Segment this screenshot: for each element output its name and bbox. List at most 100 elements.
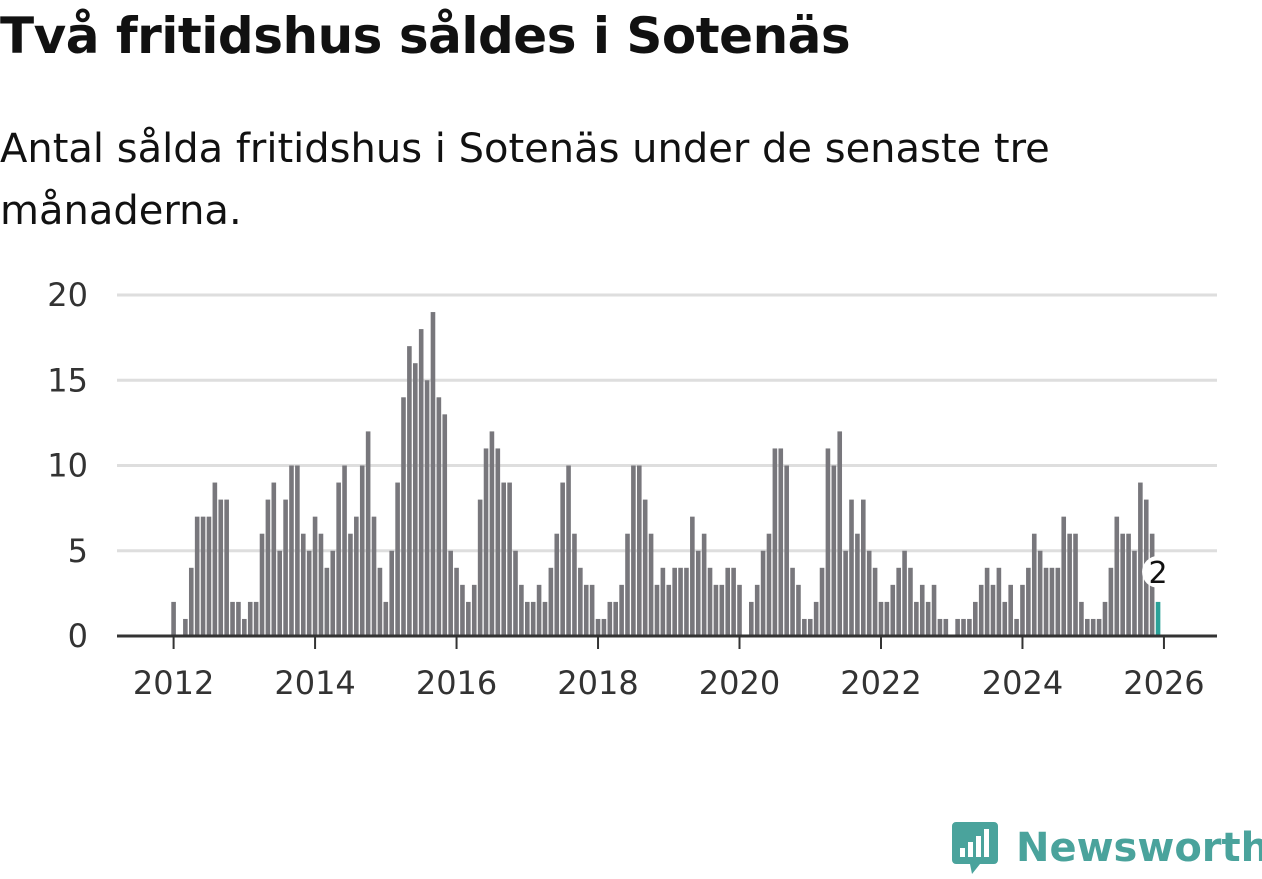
bar: [660, 567, 666, 636]
bar: [336, 482, 341, 636]
y-tick-label: 20: [47, 276, 88, 314]
bar: [872, 567, 878, 636]
bar: [389, 550, 395, 636]
x-tick-label: 2020: [699, 664, 780, 702]
bar: [955, 618, 960, 636]
bar: [401, 397, 406, 636]
bar: [978, 584, 984, 636]
gridlines: [117, 293, 1217, 553]
bar: [973, 601, 978, 636]
bar: [1037, 550, 1043, 636]
bar: [489, 431, 495, 636]
bar: [607, 601, 613, 636]
bar-series: [171, 312, 1161, 636]
bar: [530, 601, 536, 636]
bar: [359, 465, 365, 636]
bar: [813, 601, 819, 636]
bar: [436, 397, 442, 636]
bar: [654, 584, 660, 636]
bar: [902, 550, 907, 636]
bar: [253, 601, 259, 636]
bar: [277, 550, 282, 636]
bar: [625, 533, 630, 636]
bar: [701, 533, 707, 636]
bar: [595, 618, 601, 636]
bar: [896, 567, 901, 636]
bar: [418, 329, 424, 636]
bar: [501, 482, 507, 636]
bar: [442, 414, 448, 636]
bar: [483, 448, 489, 636]
bar: [1002, 601, 1008, 636]
bar: [242, 618, 247, 636]
bar: [324, 567, 330, 636]
y-tick-label: 15: [47, 361, 88, 399]
x-tick-label: 2024: [982, 664, 1063, 702]
bar: [283, 499, 288, 636]
x-tick-label: 2014: [274, 664, 355, 702]
bar: [295, 465, 300, 636]
x-tick-label: 2018: [557, 664, 638, 702]
bar: [495, 448, 501, 636]
bar: [454, 567, 459, 636]
bar: [212, 482, 218, 636]
bar: [1096, 618, 1102, 636]
bar: [424, 380, 430, 636]
bar: [690, 516, 695, 636]
bar: [684, 567, 689, 636]
bar: [407, 346, 412, 636]
bar: [383, 601, 389, 636]
bar: [1120, 533, 1125, 636]
bar: [1138, 482, 1143, 636]
bar: [754, 584, 760, 636]
bar: [996, 567, 1002, 636]
bar: [230, 601, 235, 636]
bar: [194, 516, 200, 636]
bar: [330, 550, 336, 636]
bar: [365, 431, 371, 636]
bar: [613, 601, 619, 636]
newsworthy-logo-icon: [952, 822, 998, 874]
bar: [825, 448, 831, 636]
bar: [961, 618, 966, 636]
bar: [642, 499, 648, 636]
bar: [837, 431, 843, 636]
x-tick-label: 2012: [133, 664, 214, 702]
bar: [566, 465, 571, 636]
bar: [412, 363, 418, 636]
bar: [937, 618, 943, 636]
x-tick-label: 2016: [416, 664, 497, 702]
bar: [648, 533, 654, 636]
bar: [796, 584, 801, 636]
bar: [1031, 533, 1037, 636]
bar: [200, 516, 206, 636]
bar: [784, 465, 789, 636]
bar: [1079, 601, 1084, 636]
bar: [695, 550, 701, 636]
bar-highlight: [1155, 601, 1161, 636]
axes: 0 5 10 15 20 2012 2014 2016 2018 2020 2022 2024 2026: [47, 276, 1217, 702]
bar: [536, 584, 542, 636]
bar: [477, 499, 483, 636]
bar: [1126, 533, 1131, 636]
bar: [524, 601, 530, 636]
bar: [247, 601, 253, 636]
bar: [519, 584, 524, 636]
bar: [554, 533, 560, 636]
bar: [925, 601, 931, 636]
bar: [1055, 567, 1061, 636]
bar: [884, 601, 890, 636]
bar: [919, 584, 925, 636]
bar: [967, 618, 972, 636]
bar: [790, 567, 795, 636]
bar: [1020, 584, 1025, 636]
bar: [914, 601, 919, 636]
brand-footer: Newsworthy: [950, 820, 1262, 876]
bar: [171, 601, 176, 636]
bar: [1073, 533, 1078, 636]
bar: [1026, 567, 1031, 636]
bar: [342, 465, 347, 636]
bar: [578, 567, 583, 636]
bar: [855, 533, 860, 636]
bar: [749, 601, 754, 636]
